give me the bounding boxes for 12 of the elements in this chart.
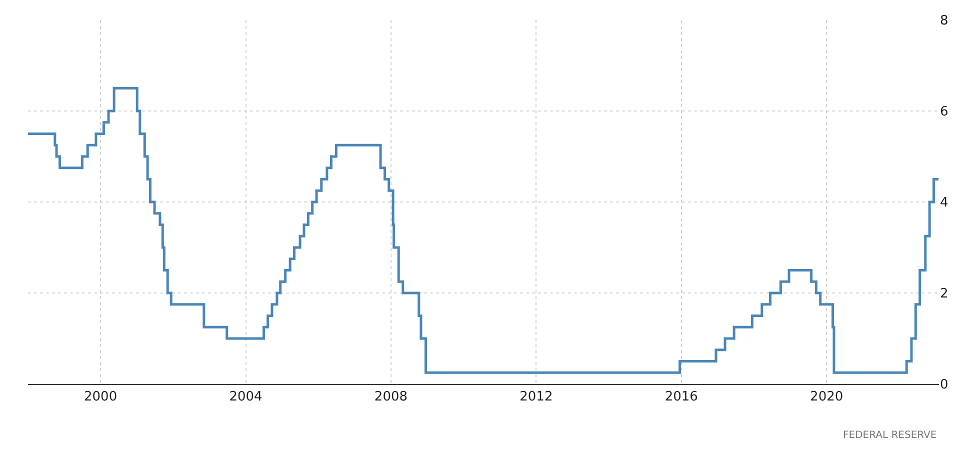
x-tick-label: 2016	[664, 390, 698, 405]
y-tick-label: 4	[940, 196, 948, 211]
y-tick-label: 6	[940, 104, 948, 120]
y-tick-label: 0	[940, 378, 948, 393]
text: FEDERAL RESERVE	[843, 430, 937, 441]
x-tick-label: 2020	[810, 390, 844, 405]
y-tick-label: 8	[940, 14, 948, 29]
x-tick-label: 2012	[520, 390, 553, 405]
x-tick-label: 2000	[84, 390, 118, 405]
x-tick-label: 2004	[229, 390, 262, 405]
y-tick-label: 2	[940, 286, 948, 302]
x-tick-label: 2008	[374, 390, 408, 405]
